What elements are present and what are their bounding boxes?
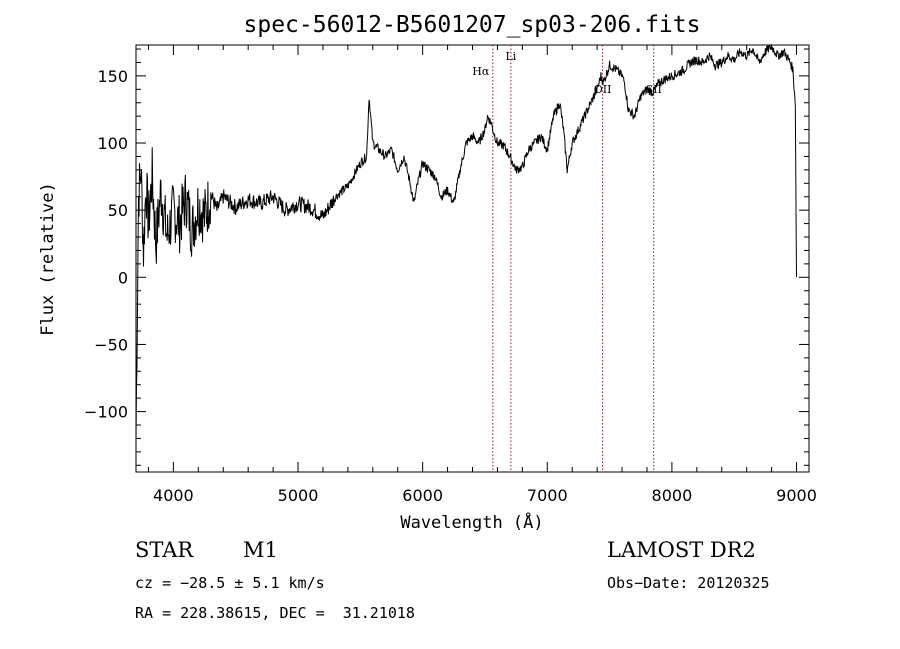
x-tick-label-3: 7000 [527,486,568,505]
y-tick-label-1: −50 [94,335,128,354]
y-tick-label-2: 0 [118,268,128,287]
x-tick-label-0: 4000 [153,486,194,505]
velocity-text: cz = −28.5 ± 5.1 km/s [135,574,325,592]
coordinates-text: RA = 228.38615, DEC = 31.21018 [135,604,415,622]
x-tick-label-5: 9000 [776,486,817,505]
spectrum-line [135,43,797,440]
object-class: STAR [135,538,194,562]
y-tick-label-4: 100 [97,134,128,153]
chart-title: spec-56012-B5601207_sp03-206.fits [244,12,701,38]
reference-line-label-0: Hα [472,65,490,78]
y-tick-label-0: −100 [84,403,128,422]
y-axis: −100 −50 0 50 100 150 [84,48,809,466]
y-tick-label-5: 150 [97,67,128,86]
object-subclass: M1 [243,538,278,562]
x-axis-label: Wavelength (Å) [400,511,543,533]
reference-line-label-1: Li [505,50,516,63]
x-tick-label-4: 8000 [652,486,693,505]
x-axis: 4000 5000 6000 7000 8000 9000 [147,45,817,505]
survey-name: LAMOST DR2 [607,538,756,562]
y-tick-label-3: 50 [108,201,128,220]
observation-date: Obs−Date: 20120325 [607,574,770,592]
y-axis-label: Flux (relative) [38,182,58,336]
x-tick-label-1: 5000 [278,486,319,505]
plot-frame [135,44,810,473]
x-tick-label-2: 6000 [402,486,443,505]
